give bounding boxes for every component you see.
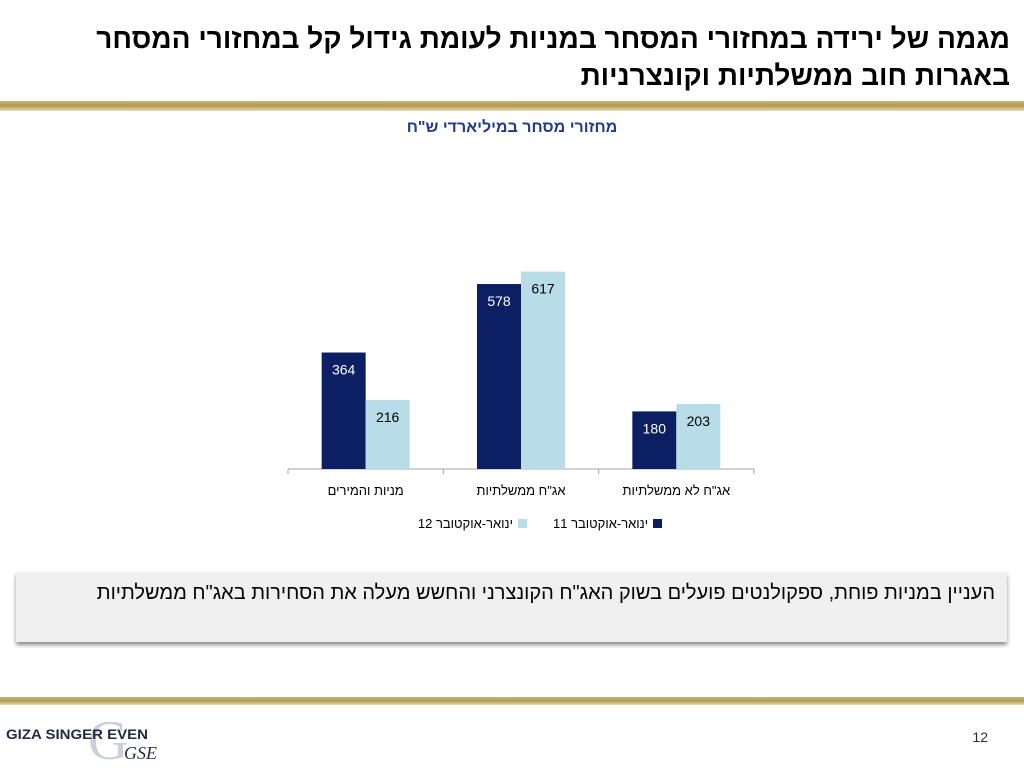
bar-series-2 bbox=[676, 404, 721, 469]
chart-title: מחזורי מסחר במיליארדי ש"ח bbox=[406, 119, 618, 136]
bar-series-2 bbox=[365, 399, 410, 469]
logo-mark-letter: G bbox=[88, 710, 128, 765]
legend-label-series-2: ינואר-אוקטובר 12 bbox=[417, 515, 513, 531]
slide-title: מגמה של ירידה במחזורי המסחר במניות לעומת… bbox=[96, 23, 1010, 91]
company-logo: G GIZA SINGER EVEN GSE bbox=[6, 710, 157, 765]
bar-series-2 bbox=[521, 271, 565, 469]
bar-series-1 bbox=[477, 284, 521, 469]
bar-value-label: 216 bbox=[376, 409, 400, 425]
legend-swatch-series-1 bbox=[653, 518, 663, 528]
logo-monogram: GSE bbox=[124, 743, 157, 763]
category-label: אג"ח ממשלתיות bbox=[476, 483, 565, 498]
top-gold-rule bbox=[0, 101, 1024, 111]
bar-value-label: 180 bbox=[643, 420, 667, 436]
bar-value-label: 203 bbox=[687, 413, 711, 429]
legend-item-series-2: ינואר-אוקטובר 12 bbox=[418, 516, 527, 531]
legend-label-series-1: ינואר-אוקטובר 11 bbox=[553, 515, 649, 531]
chart-legend: ינואר-אוקטובר 11 ינואר-אוקטובר 12 bbox=[370, 513, 710, 533]
bar-series-1 bbox=[632, 411, 677, 469]
logo-wordmark: GIZA SINGER EVEN bbox=[6, 726, 148, 742]
bar-value-label: 617 bbox=[531, 281, 555, 297]
legend-item-series-1: ינואר-אוקטובר 11 bbox=[553, 515, 663, 531]
bar-chart: 364 216 מניות והמירים 578 617 אג"ח ממשלתיות 18… bbox=[287, 271, 755, 498]
legend-swatch-series-2 bbox=[518, 518, 527, 528]
commentary-box: העניין במניות פוחת, ספקולנטים פועלים בשו… bbox=[16, 572, 1007, 642]
category-label: אג"ח לא ממשלתיות bbox=[622, 483, 730, 498]
bottom-gold-rule bbox=[0, 697, 1024, 705]
category-label: מניות והמירים bbox=[328, 483, 404, 498]
bar-value-label: 578 bbox=[487, 293, 511, 309]
bar-value-label: 364 bbox=[332, 362, 356, 378]
page-number: 12 bbox=[972, 729, 988, 745]
bar-series-1 bbox=[321, 352, 366, 469]
commentary-text: העניין במניות פוחת, ספקולנטים פועלים בשו… bbox=[96, 582, 995, 604]
